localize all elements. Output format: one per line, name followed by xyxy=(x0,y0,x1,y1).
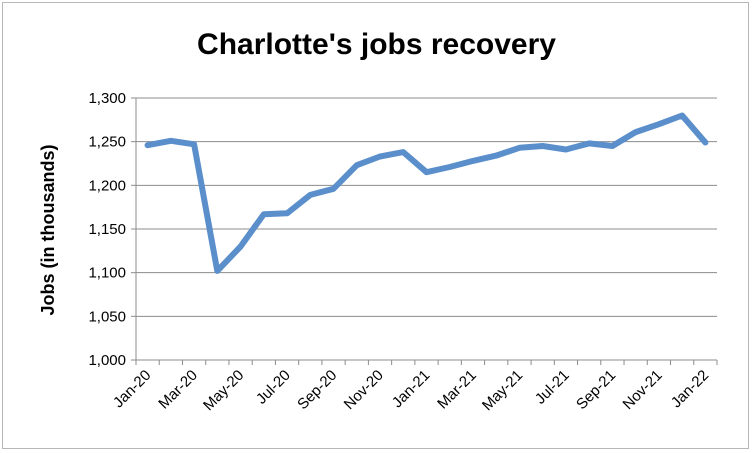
y-axis-label: Jobs (in thousands) xyxy=(38,144,58,315)
x-tick-label: Mar-21 xyxy=(434,367,480,413)
y-tick-label: 1,050 xyxy=(88,308,126,325)
y-tick-label: 1,100 xyxy=(88,265,126,282)
series-line xyxy=(144,112,709,274)
y-tick-label: 1,000 xyxy=(88,352,126,369)
chart-frame xyxy=(2,2,749,449)
y-tick-label: 1,300 xyxy=(88,90,126,107)
x-tick-label: Sep-21 xyxy=(573,367,619,413)
x-tick-label: Jan-21 xyxy=(389,367,433,411)
x-tick-label: May-21 xyxy=(479,367,526,414)
x-tick-label: Mar-20 xyxy=(155,367,201,413)
x-tick-label: Jan-22 xyxy=(668,367,712,411)
x-tick-label: Sep-20 xyxy=(294,367,340,413)
x-tick-label: Nov-21 xyxy=(620,367,666,413)
y-tick-label: 1,200 xyxy=(88,177,126,194)
x-tick-label: Nov-20 xyxy=(341,367,387,413)
x-tick-label: Jul-21 xyxy=(532,367,573,408)
chart-title: Charlotte's jobs recovery xyxy=(197,28,556,61)
y-tick-label: 1,250 xyxy=(88,134,126,151)
x-tick-label: Jan-20 xyxy=(110,367,154,411)
x-tick-label: Jul-20 xyxy=(253,367,294,408)
y-tick-label: 1,150 xyxy=(88,221,126,238)
x-tick-label: May-20 xyxy=(200,367,247,414)
